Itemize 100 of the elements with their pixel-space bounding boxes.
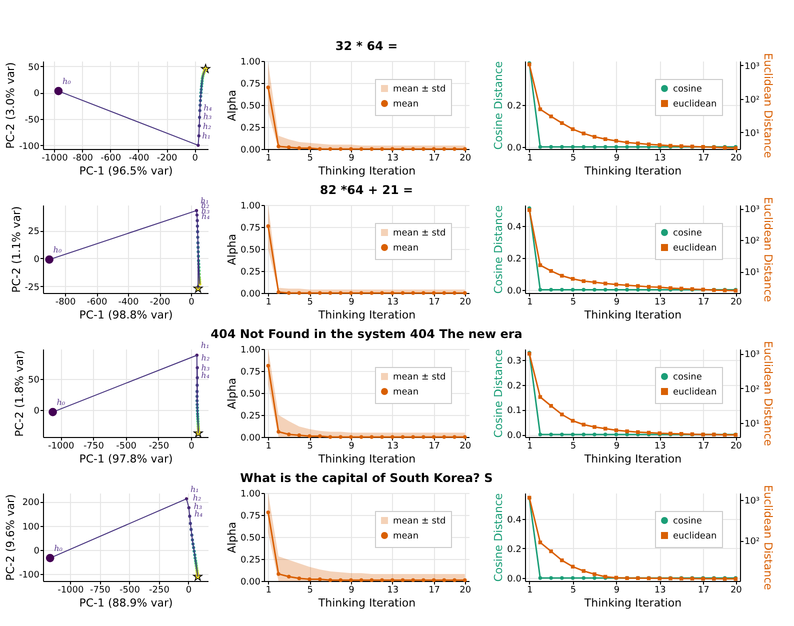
x-axis-title: Thinking Iteration <box>317 596 416 610</box>
y-tick-label: 0.0 <box>507 286 522 296</box>
annotation: h₄ <box>194 509 203 518</box>
y-tick-label: 50 <box>28 375 40 386</box>
y-tick-label: 0.00 <box>240 578 261 588</box>
y2-axis-title: Euclidean Distance <box>762 52 775 158</box>
x-tick-label: -250 <box>148 442 170 452</box>
y-axis-title: Alpha <box>225 378 238 410</box>
y2-tick-label: 10³ <box>744 350 760 360</box>
y-axis-title: Cosine Distance <box>492 61 506 150</box>
x-tick-label: 1 <box>526 298 533 308</box>
legend-label: cosine <box>673 228 702 238</box>
chart-title: 82 *64 + 21 = <box>320 183 414 197</box>
x-tick-label: 20 <box>730 154 742 164</box>
y-tick-label: 25 <box>28 227 40 238</box>
y-tick-label: 0.1 <box>507 406 522 416</box>
x-tick-label: 5 <box>570 298 576 308</box>
y-tick-label: 1.00 <box>240 202 261 212</box>
y2-tick-label: 10² <box>744 537 760 548</box>
annotation: mean ± std <box>393 516 446 526</box>
y-tick-label: 0.00 <box>240 290 261 300</box>
x-axis-title: PC-1 (88.9% var) <box>79 596 173 610</box>
x-tick-label: 17 <box>428 442 440 452</box>
x-tick-label: 20 <box>730 442 742 452</box>
legend-label: euclidean <box>673 388 717 398</box>
y-tick-label: 100 <box>22 522 40 532</box>
legend-label: cosine <box>673 84 702 94</box>
x-tick-label: 0 <box>188 442 195 452</box>
x-tick-label: -1000 <box>42 154 68 164</box>
x-tick-label: 5 <box>570 442 576 452</box>
chart-title: 404 Not Found in the system 404 The new era <box>210 327 522 341</box>
y-axis-title: Alpha <box>225 90 238 122</box>
y-tick-label: 1.00 <box>240 346 261 356</box>
annotation: h₃ <box>203 112 212 121</box>
x-tick-label: 20 <box>730 298 742 308</box>
y-tick-label: 0.2 <box>507 102 522 112</box>
annotation: mean ± std <box>393 372 446 382</box>
annotation: h₀ <box>53 246 62 255</box>
y2-tick-label: 10² <box>744 384 760 395</box>
x-tick-label: -600 <box>86 298 108 308</box>
legend-label: cosine <box>673 516 702 526</box>
y-tick-label: 0.50 <box>240 102 261 112</box>
y-tick-label: -100 <box>19 142 40 152</box>
y-tick-label: 0 <box>34 406 40 417</box>
y2-tick-label: 10² <box>744 95 760 106</box>
x-tick-label: 17 <box>698 442 710 452</box>
y-axis-title: Alpha <box>225 522 238 554</box>
y-tick-label: 0 <box>34 254 40 265</box>
y-tick-label: 50 <box>28 62 40 73</box>
x-tick-label: 13 <box>387 442 399 452</box>
x-tick-label: -800 <box>72 154 94 164</box>
x-tick-label: 1 <box>526 442 533 452</box>
annotation: h₁ <box>200 341 210 350</box>
x-tick-label: 5 <box>570 154 576 164</box>
x-tick-label: 17 <box>698 586 710 596</box>
x-tick-label: 17 <box>428 298 440 308</box>
x-axis-title: PC-1 (97.8% var) <box>79 452 173 466</box>
y2-tick-label: 10³ <box>744 496 760 507</box>
x-tick-label: 9 <box>614 154 620 164</box>
x-tick-label: 13 <box>654 154 666 164</box>
annotation: mean ± std <box>393 228 446 238</box>
y-tick-label: 1.00 <box>240 58 261 68</box>
y-tick-label: -50 <box>24 115 40 126</box>
annotation: h₀ <box>54 544 64 554</box>
y-axis-title: Cosine Distance <box>492 349 506 438</box>
y-tick-label: 0.50 <box>240 390 261 400</box>
y2-tick-label: 10³ <box>744 205 760 216</box>
y-tick-label: 0.4 <box>507 222 522 232</box>
x-tick-label: -400 <box>128 154 150 164</box>
y2-axis-title: Euclidean Distance <box>762 196 775 302</box>
y-tick-label: 1.00 <box>240 490 261 500</box>
y-axis-title: PC-2 (1.8% var) <box>13 350 26 437</box>
y-axis-title: Cosine Distance <box>492 493 506 582</box>
annotation: h₁ <box>190 484 199 494</box>
y-tick-label: 0.0 <box>507 574 522 585</box>
y-tick-label: -25 <box>24 282 40 293</box>
legend-label: euclidean <box>673 244 717 254</box>
annotation: h₂ <box>201 354 210 363</box>
x-tick-label: 9 <box>348 298 355 308</box>
x-tick-label: 1 <box>526 154 533 164</box>
y-tick-label: 0.25 <box>240 412 260 422</box>
x-tick-label: -200 <box>150 298 170 308</box>
x-tick-label: 20 <box>460 298 472 308</box>
y-axis-title: PC-2 (1.1% var) <box>10 206 23 293</box>
annotation: h₀ <box>62 77 72 86</box>
legend-label: mean <box>393 100 419 110</box>
x-axis-title: Thinking Iteration <box>583 596 682 610</box>
x-tick-label: 13 <box>654 298 666 308</box>
y-tick-label: 0.4 <box>507 515 522 526</box>
x-tick-label: 1 <box>266 586 272 596</box>
y-tick-label: 0.75 <box>240 80 260 90</box>
x-tick-label: 9 <box>348 442 355 452</box>
chart-title: 32 * 64 = <box>335 39 398 53</box>
y-tick-label: 0.2 <box>507 544 522 555</box>
x-tick-label: 9 <box>614 586 620 596</box>
x-tick-label: 9 <box>348 154 355 164</box>
y-tick-label: 0.2 <box>507 254 522 264</box>
y2-tick-label: 10¹ <box>744 268 760 278</box>
y-tick-label: 0.2 <box>507 381 522 392</box>
x-tick-label: 5 <box>307 442 313 452</box>
